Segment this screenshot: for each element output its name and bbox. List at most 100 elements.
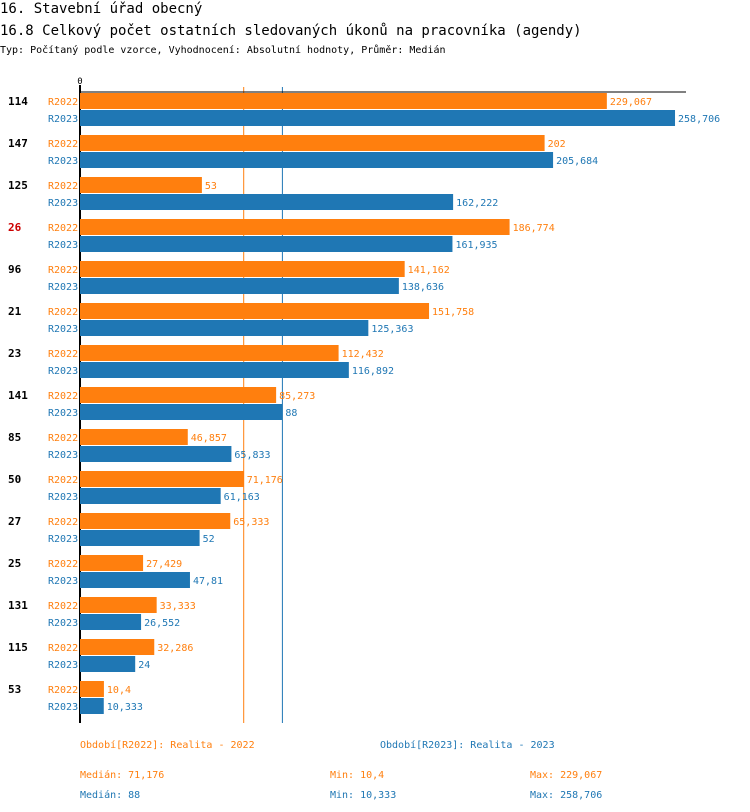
value-label-r2022: 186,774 (513, 223, 555, 234)
value-label-r2023: 26,552 (144, 618, 180, 629)
category-label: 125 (8, 179, 28, 192)
bar-r2022 (80, 93, 607, 109)
category-label: 26 (8, 221, 22, 234)
series-label-r2023: R2023 (48, 450, 78, 461)
series-label-r2022: R2022 (48, 517, 78, 528)
series-label-r2022: R2022 (48, 223, 78, 234)
value-label-r2022: 202 (548, 139, 566, 150)
series-label-r2022: R2022 (48, 391, 78, 402)
bar-r2023 (80, 404, 283, 420)
bar-r2023 (80, 614, 142, 630)
value-label-r2023: 10,333 (107, 702, 143, 713)
value-label-r2023: 125,363 (371, 324, 413, 335)
chart-subtitle: 16.8 Celkový počet ostatních sledovaných… (0, 23, 582, 39)
series-label-r2022: R2022 (48, 685, 78, 696)
category-label: 25 (8, 557, 21, 570)
page-title: 16. Stavební úřad obecný (0, 1, 203, 17)
series-label-r2022: R2022 (48, 181, 78, 192)
value-label-r2023: 24 (138, 660, 150, 671)
value-label-r2022: 85,273 (279, 391, 315, 402)
category-label: 147 (8, 137, 28, 150)
category-label: 115 (8, 641, 28, 654)
series-label-r2023: R2023 (48, 114, 78, 125)
bar-r2022 (80, 513, 231, 529)
chart-meta: Typ: Počítaný podle vzorce, Vyhodnocení:… (0, 45, 446, 56)
value-label-r2023: 47,81 (193, 576, 223, 587)
value-label-r2023: 65,833 (234, 450, 270, 461)
series-label-r2022: R2022 (48, 265, 78, 276)
bar-r2022 (80, 387, 277, 403)
series-label-r2023: R2023 (48, 576, 78, 587)
series-label-r2022: R2022 (48, 349, 78, 360)
value-label-r2023: 205,684 (556, 156, 598, 167)
bar-r2022 (80, 555, 144, 571)
x-tick-label: 0 (77, 77, 82, 87)
value-label-r2023: 161,935 (455, 240, 497, 251)
bar-r2023 (80, 656, 136, 672)
category-label: 85 (8, 431, 21, 444)
series-label-r2023: R2023 (48, 534, 78, 545)
bar-r2023 (80, 110, 676, 126)
value-label-r2023: 61,163 (224, 492, 260, 503)
series-label-r2023: R2023 (48, 618, 78, 629)
bar-r2022 (80, 597, 157, 613)
bar-r2022 (80, 471, 244, 487)
min-r2023: Min: 10,333 (330, 790, 397, 801)
bar-r2023 (80, 488, 221, 504)
category-label: 27 (8, 515, 21, 528)
bar-r2023 (80, 446, 232, 462)
series-label-r2022: R2022 (48, 643, 78, 654)
series-label-r2023: R2023 (48, 408, 78, 419)
series-label-r2022: R2022 (48, 559, 78, 570)
value-label-r2022: 71,176 (247, 475, 283, 486)
category-label: 50 (8, 473, 21, 486)
bar-r2023 (80, 362, 349, 378)
value-label-r2023: 138,636 (402, 282, 444, 293)
series-label-r2022: R2022 (48, 97, 78, 108)
bar-r2022 (80, 681, 104, 697)
value-label-r2022: 27,429 (146, 559, 182, 570)
value-label-r2022: 32,286 (157, 643, 193, 654)
series-label-r2023: R2023 (48, 282, 78, 293)
series-label-r2023: R2023 (48, 702, 78, 713)
legend-r2022: Období[R2022]: Realita - 2022 (80, 740, 255, 751)
bar-r2023 (80, 320, 369, 336)
series-label-r2023: R2023 (48, 366, 78, 377)
value-label-r2022: 53 (205, 181, 217, 192)
category-label: 114 (8, 95, 28, 108)
median-r2022: Medián: 71,176 (80, 770, 165, 781)
value-label-r2023: 88 (285, 408, 297, 419)
min-r2022: Min: 10,4 (330, 770, 385, 781)
value-label-r2022: 65,333 (233, 517, 269, 528)
median-r2023: Medián: 88 (80, 790, 141, 801)
category-label: 53 (8, 683, 21, 696)
category-label: 23 (8, 347, 21, 360)
category-label: 131 (8, 599, 28, 612)
bar-r2022 (80, 219, 510, 235)
bar-r2023 (80, 698, 104, 714)
bar-r2022 (80, 303, 430, 319)
value-label-r2022: 141,162 (408, 265, 450, 276)
value-label-r2022: 10,4 (107, 685, 131, 696)
series-label-r2022: R2022 (48, 139, 78, 150)
series-label-r2023: R2023 (48, 660, 78, 671)
bar-r2022 (80, 429, 188, 445)
max-r2023: Max: 258,706 (530, 790, 603, 801)
value-label-r2022: 33,333 (160, 601, 196, 612)
series-label-r2022: R2022 (48, 601, 78, 612)
series-label-r2023: R2023 (48, 324, 78, 335)
series-label-r2023: R2023 (48, 156, 78, 167)
value-label-r2023: 258,706 (678, 114, 720, 125)
bar-r2023 (80, 278, 399, 294)
bar-r2023 (80, 152, 554, 168)
series-label-r2022: R2022 (48, 475, 78, 486)
value-label-r2023: 52 (203, 534, 215, 545)
value-label-r2022: 46,857 (191, 433, 227, 444)
bar-r2022 (80, 261, 405, 277)
bar-r2023 (80, 194, 454, 210)
value-label-r2023: 162,222 (456, 198, 498, 209)
value-label-r2022: 112,432 (342, 349, 384, 360)
series-label-r2023: R2023 (48, 198, 78, 209)
bar-r2022 (80, 345, 339, 361)
bar-r2022 (80, 177, 202, 193)
